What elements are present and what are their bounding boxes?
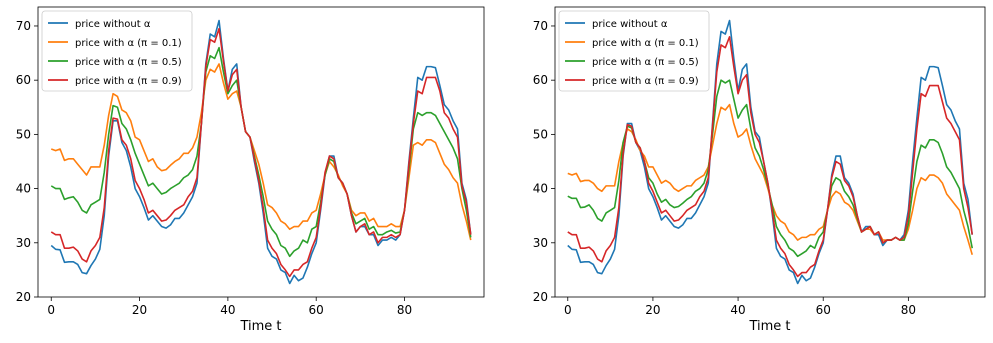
legend-entry: price with α (π = 0.1) xyxy=(592,38,699,49)
x-tick-label: 60 xyxy=(309,303,324,317)
x-tick-label: 20 xyxy=(645,303,660,317)
y-tick-label: 30 xyxy=(533,236,548,250)
y-tick-label: 70 xyxy=(16,19,31,33)
y-tick-label: 50 xyxy=(16,127,31,141)
x-tick-label: 80 xyxy=(397,303,412,317)
x-tick-label: 40 xyxy=(730,303,745,317)
legend-entry: price with α (π = 0.9) xyxy=(75,76,182,87)
legend-entry: price without α xyxy=(75,19,151,30)
series-line-4 xyxy=(567,36,974,278)
chart-panel-2: 0 20 40 60 80 20 30 40 50 60 70 Time t price without… xyxy=(533,6,986,334)
x-tick-label: 0 xyxy=(47,303,55,317)
legend-entry: price with α (π = 0.5) xyxy=(75,57,182,68)
y-tick-label: 30 xyxy=(16,236,31,250)
plot-frame xyxy=(554,6,986,298)
legend-entry: price without α xyxy=(592,19,668,30)
x-tick-label: 60 xyxy=(816,303,831,317)
legend-entry: price with α (π = 0.9) xyxy=(592,76,699,87)
x-tick-label: 20 xyxy=(132,303,147,317)
y-tick-label: 40 xyxy=(533,182,548,196)
y-tick-label: 70 xyxy=(533,19,548,33)
y-tick-label: 20 xyxy=(533,290,548,304)
y-tick-label: 60 xyxy=(16,73,31,87)
y-tick-label: 20 xyxy=(16,290,31,304)
x-tick-label: 0 xyxy=(564,303,572,317)
plot-frame xyxy=(37,6,485,298)
legend-box xyxy=(41,10,193,92)
x-tick-label: 80 xyxy=(901,303,916,317)
series-line-4 xyxy=(50,27,472,278)
x-tick-label: 40 xyxy=(220,303,235,317)
legend-entry: price with α (π = 0.1) xyxy=(75,38,182,49)
x-axis-label: Time t xyxy=(748,319,790,334)
y-tick-label: 60 xyxy=(533,73,548,87)
y-tick-label: 40 xyxy=(16,182,31,196)
legend-box xyxy=(558,10,710,92)
y-tick-label: 50 xyxy=(533,127,548,141)
legend-entry: price with α (π = 0.5) xyxy=(592,57,699,68)
series-line-2 xyxy=(50,63,472,241)
x-axis-label: Time t xyxy=(239,319,281,334)
chart-panel-1: 0 20 40 60 80 20 30 40 50 60 70 Time t price without… xyxy=(16,6,485,334)
